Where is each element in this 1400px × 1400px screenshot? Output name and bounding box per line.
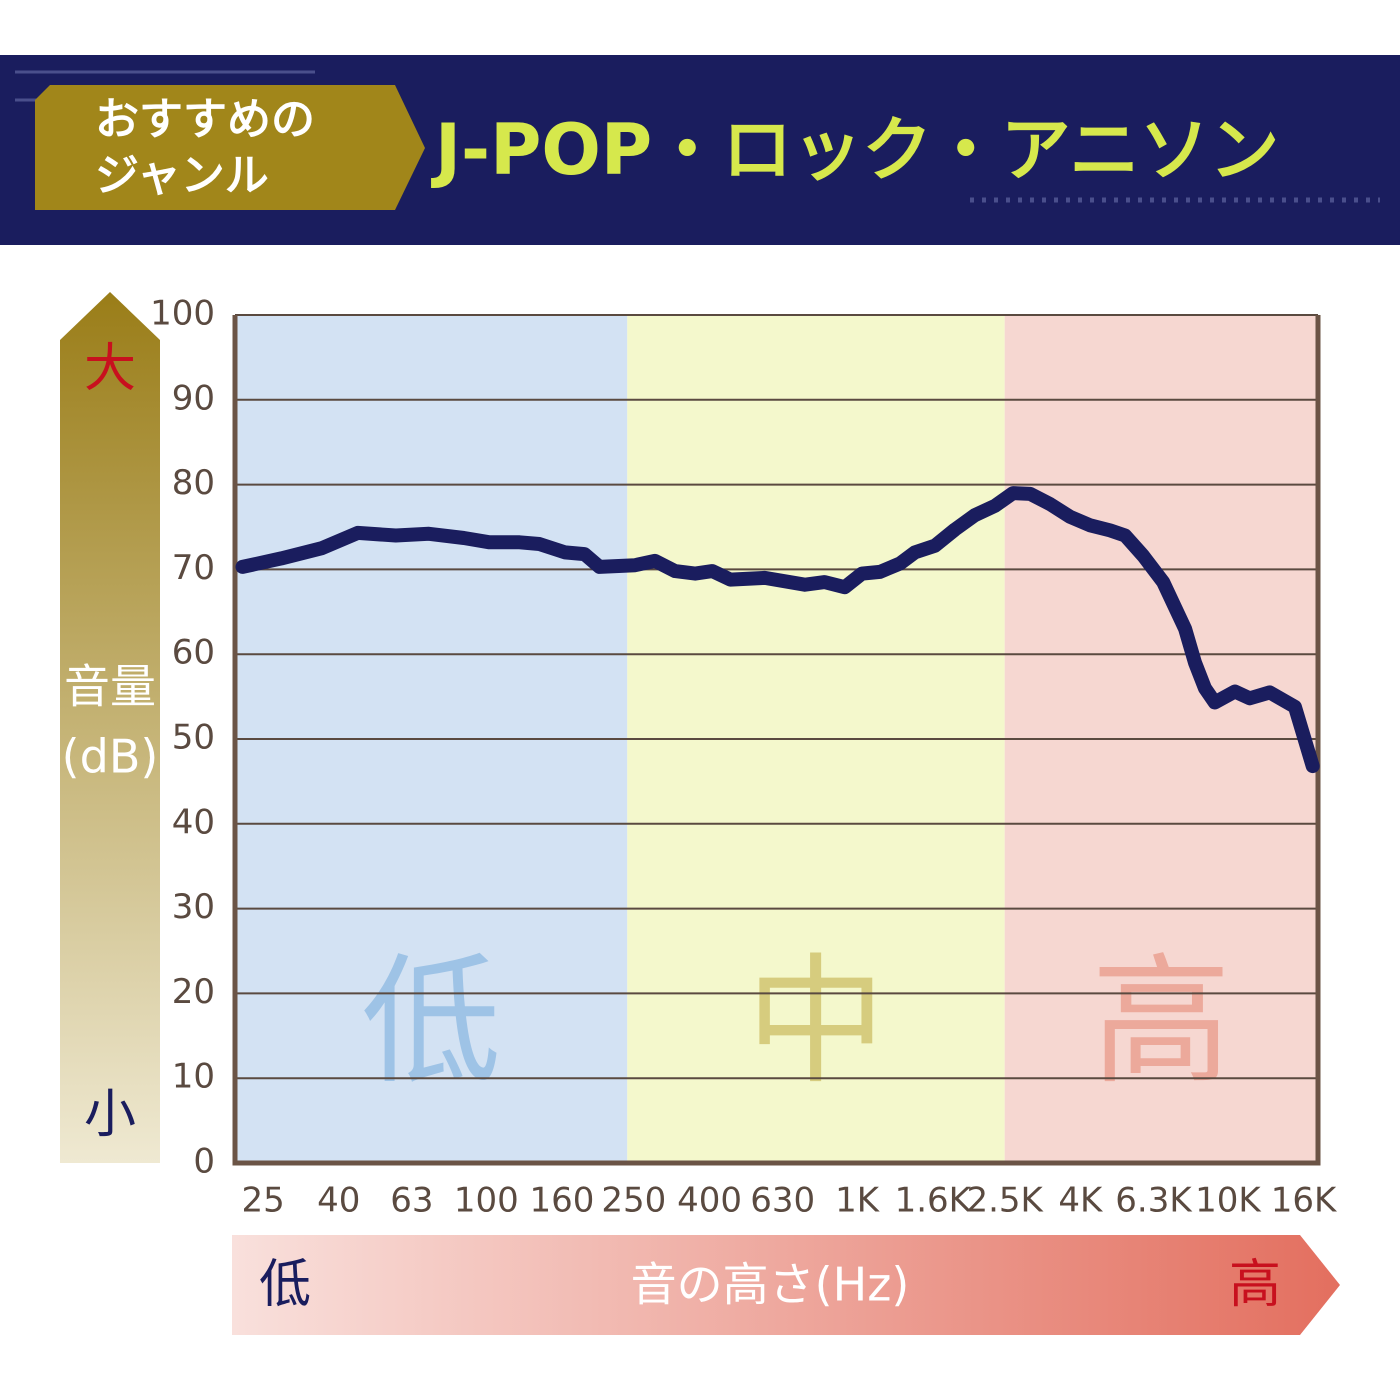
y-high: 大 [84, 339, 136, 399]
band-label: 低 [361, 941, 501, 1104]
x-tick-label: 250 [601, 1181, 666, 1221]
y-tick-label: 0 [193, 1142, 215, 1182]
x-arrow [232, 1235, 1340, 1335]
badge-text: おすすめの [95, 94, 315, 145]
x-tick-label: 1K [835, 1181, 881, 1221]
x-tick-label: 40 [317, 1181, 360, 1221]
x-high: 高 [1229, 1255, 1281, 1315]
x-tick-label: 16K [1271, 1181, 1338, 1221]
badge-text: ジャンル [95, 150, 269, 201]
x-tick-label: 63 [390, 1181, 433, 1221]
x-tick-label: 10K [1195, 1181, 1262, 1221]
badge [35, 85, 425, 210]
x-tick-label: 630 [750, 1181, 815, 1221]
x-tick-label: 400 [677, 1181, 742, 1221]
y-tick-label: 90 [172, 378, 215, 418]
x-label: 音の高さ(Hz) [631, 1258, 910, 1312]
y-tick-label: 30 [172, 887, 215, 927]
x-tick-label: 4K [1058, 1181, 1104, 1221]
y-arrow [60, 292, 160, 1163]
y-tick-label: 100 [150, 294, 215, 334]
y-tick-label: 50 [172, 718, 215, 758]
y-low: 小 [84, 1085, 136, 1145]
y-tick-label: 80 [172, 463, 215, 503]
y-label: 音量 [64, 660, 156, 714]
axis-frame [232, 315, 1321, 1166]
band-label: 中 [746, 941, 886, 1104]
x-tick-label: 6.3K [1115, 1181, 1193, 1221]
x-low: 低 [259, 1255, 311, 1315]
data-line [235, 486, 1320, 774]
band-label: 高 [1091, 941, 1231, 1104]
x-tick-label: 160 [530, 1181, 595, 1221]
plot: 低 中 高 0 10 20 30 40 50 60 70 80 90 100 25 40 63 100 160 250… [150, 294, 1338, 1221]
x-tick-label: 100 [454, 1181, 519, 1221]
x-tick-label: 2.5K [966, 1181, 1044, 1221]
title: J-POP・ロック・アニソン [431, 109, 1279, 191]
y-label: (dB) [62, 730, 159, 784]
y-tick-label: 70 [172, 548, 215, 588]
y-tick-label: 20 [172, 972, 215, 1012]
y-tick-label: 60 [172, 633, 215, 673]
x-tick-label: 1.6K [895, 1181, 973, 1221]
x-tick-label: 25 [241, 1181, 284, 1221]
y-tick-label: 10 [172, 1057, 215, 1097]
y-tick-label: 40 [172, 802, 215, 842]
